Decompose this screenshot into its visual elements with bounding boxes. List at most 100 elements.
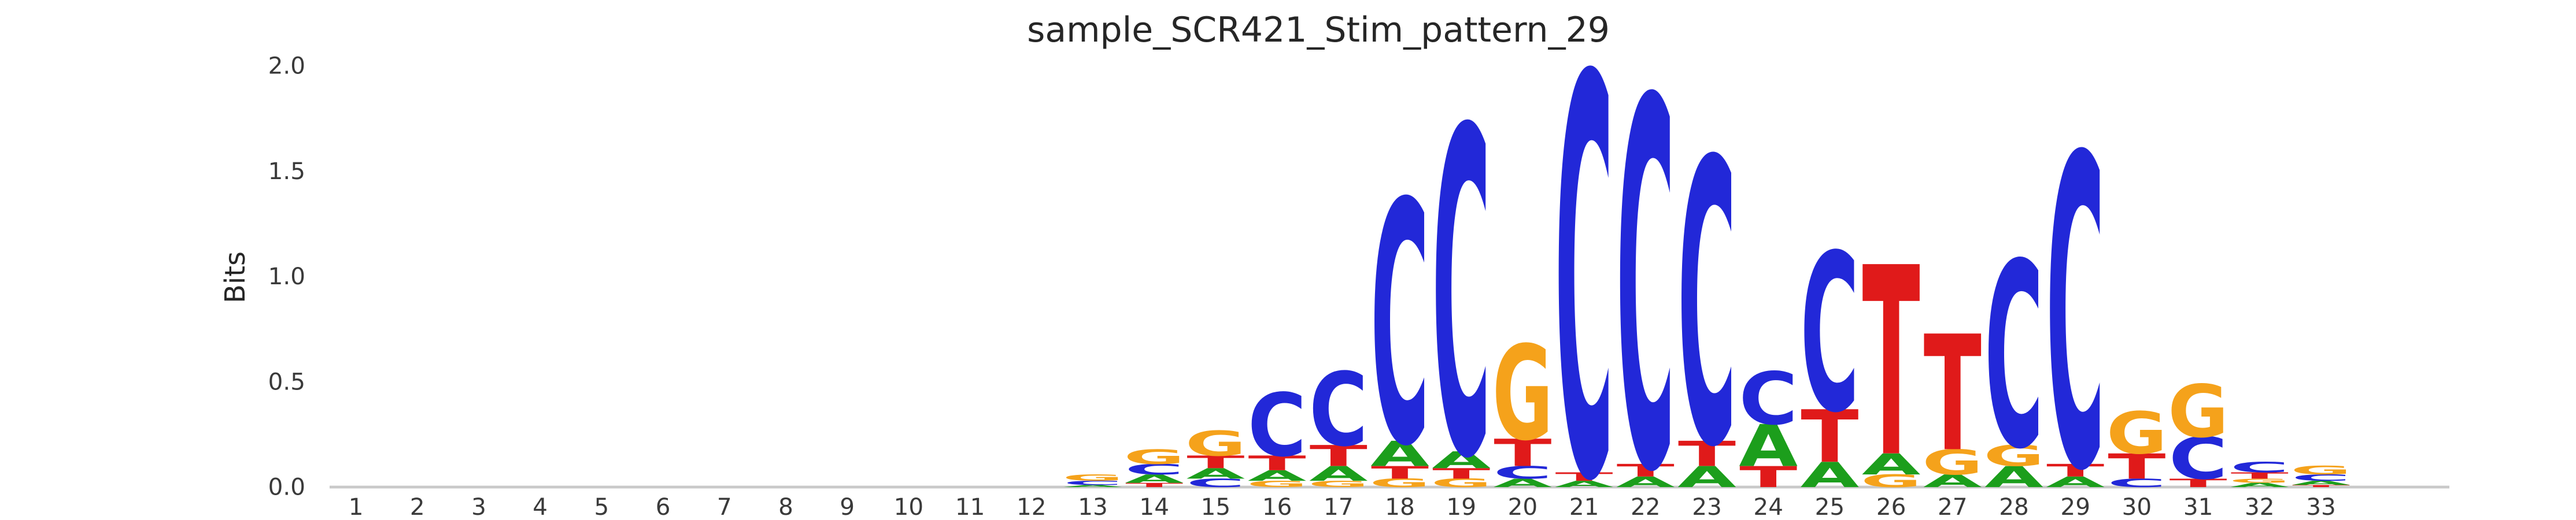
- logo-letter-A: A: [1125, 472, 1184, 485]
- chart-title: sample_SCR421_Stim_pattern_29: [1027, 10, 1610, 50]
- logo-letter-T: T: [1494, 432, 1551, 475]
- logo-letter-C: C: [1739, 358, 1798, 441]
- logo-letter-T: T: [1801, 396, 1858, 480]
- logo-letter-G: G: [2290, 464, 2351, 477]
- logo-letter-T: T: [1125, 482, 1183, 489]
- logo-letter-A: A: [1063, 484, 1122, 488]
- logo-letter-C: C: [1370, 132, 1429, 519]
- logo-letter-C: C: [2046, 69, 2105, 520]
- logo-letter-T: T: [1432, 465, 1490, 482]
- logo-letter-T: T: [1678, 434, 1736, 474]
- logo-letter-G: G: [1308, 479, 1369, 489]
- logo-letter-T: T: [1862, 213, 1921, 515]
- logo-letter-C: C: [1309, 352, 1368, 469]
- logo-letter-A: A: [2292, 480, 2350, 486]
- x-tick-label: 27: [1938, 493, 1968, 520]
- logo-letter-A: A: [1248, 467, 1307, 484]
- logo-letter-C: C: [1125, 461, 1184, 478]
- logo-letter-G: G: [1983, 439, 2044, 473]
- x-tick-label: 7: [717, 493, 732, 520]
- x-tick-label: 5: [594, 493, 609, 520]
- logo-letter-C: C: [1187, 477, 1246, 490]
- logo-letter-A: A: [1494, 477, 1553, 490]
- logo-letter-T: T: [1924, 302, 1982, 486]
- x-tick-label: 15: [1201, 493, 1231, 520]
- x-tick-label: 8: [778, 493, 793, 520]
- logo-letter-G: G: [2106, 400, 2167, 467]
- logo-letter-A: A: [1555, 479, 1614, 489]
- x-tick-label: 33: [2306, 493, 2336, 520]
- x-tick-label: 11: [955, 493, 985, 520]
- x-tick-label: 26: [1876, 493, 1906, 520]
- x-tick-label: 4: [533, 493, 548, 520]
- axis-layer: 0.00.51.01.52.01 2 3 4 5 6 7 8 9 10 11 12 13 14 15 16 17…: [268, 52, 2449, 520]
- logo-letter-G: G: [1369, 476, 1430, 489]
- logo-letter-A: A: [1862, 448, 1921, 481]
- x-tick-label: 18: [1385, 493, 1415, 520]
- logo-letter-A: A: [1801, 455, 1860, 496]
- logo-letter-C: C: [1555, 0, 1614, 520]
- x-tick-label: 24: [1753, 493, 1783, 520]
- x-tick-label: 28: [1999, 493, 2029, 520]
- logo-letter-A: A: [1370, 434, 1429, 474]
- x-tick-label: 9: [840, 493, 855, 520]
- logo-letter-G: G: [1492, 318, 1553, 470]
- logo-letter-C: C: [2230, 459, 2289, 476]
- logo-letter-C: C: [1063, 480, 1122, 486]
- x-tick-label: 2: [410, 493, 425, 520]
- x-tick-label: 23: [1692, 493, 1722, 520]
- logo-letter-T: T: [1739, 460, 1797, 494]
- logo-letter-T: T: [2108, 447, 2165, 486]
- x-tick-label: 29: [2060, 493, 2090, 520]
- logo-letter-A: A: [1309, 462, 1368, 486]
- logo-letter-G: G: [1247, 479, 1307, 489]
- logo-letter-C: C: [2292, 473, 2350, 482]
- logo-letter-G: G: [1185, 424, 1246, 464]
- logo-letter-T: T: [2170, 477, 2227, 490]
- logo-letter-T: T: [1617, 460, 1675, 481]
- logo-letter-T: T: [1371, 463, 1429, 483]
- logo-letter-G: G: [1431, 476, 1492, 489]
- logo-letter-T: T: [1187, 452, 1244, 472]
- logo-letter-A: A: [1432, 447, 1491, 473]
- y-tick-label: 0.5: [268, 367, 305, 395]
- logo-letter-C: C: [1616, 0, 1675, 520]
- logo-letter-A: A: [1616, 474, 1675, 491]
- x-tick-label: 14: [1139, 493, 1169, 520]
- logo-letter-C: C: [2108, 477, 2167, 490]
- logo-letter-C: C: [1248, 376, 1307, 476]
- logo-letter-A: A: [2046, 474, 2105, 491]
- logo-letter-C: C: [1801, 209, 1860, 460]
- x-tick-label: 30: [2122, 493, 2152, 520]
- y-axis-label: Bits: [219, 251, 252, 303]
- logo-letter-C: C: [1432, 37, 1491, 520]
- logo-letter-G: G: [2168, 370, 2228, 454]
- x-tick-label: 12: [1017, 493, 1047, 520]
- y-tick-label: 1.0: [268, 262, 305, 290]
- logo-letter-G: G: [1922, 442, 1983, 482]
- y-tick-label: 1.5: [268, 157, 305, 185]
- logo-letter-C: C: [2169, 426, 2228, 493]
- x-tick-label: 20: [1508, 493, 1538, 520]
- logo-letter-C: C: [1984, 210, 2043, 505]
- x-tick-label: 16: [1262, 493, 1292, 520]
- logo-letter-T: T: [1310, 439, 1368, 473]
- x-tick-label: 19: [1446, 493, 1476, 520]
- y-tick-label: 0.0: [268, 473, 305, 501]
- y-tick-label: 2.0: [268, 52, 305, 80]
- x-tick-label: 17: [1324, 493, 1354, 520]
- x-tick-label: 22: [1631, 493, 1661, 520]
- x-tick-label: 31: [2183, 493, 2213, 520]
- x-tick-label: 6: [656, 493, 671, 520]
- logo-letter-C: C: [1677, 79, 1736, 520]
- x-tick-label: 32: [2245, 493, 2275, 520]
- logo-letter-G: G: [2229, 478, 2290, 485]
- x-tick-label: 10: [894, 493, 924, 520]
- logo-letter-G: G: [1062, 473, 1123, 482]
- logo-letter-T: T: [2046, 460, 2104, 481]
- logo-letter-A: A: [1677, 460, 1736, 494]
- logo-letter-G: G: [1861, 471, 1921, 491]
